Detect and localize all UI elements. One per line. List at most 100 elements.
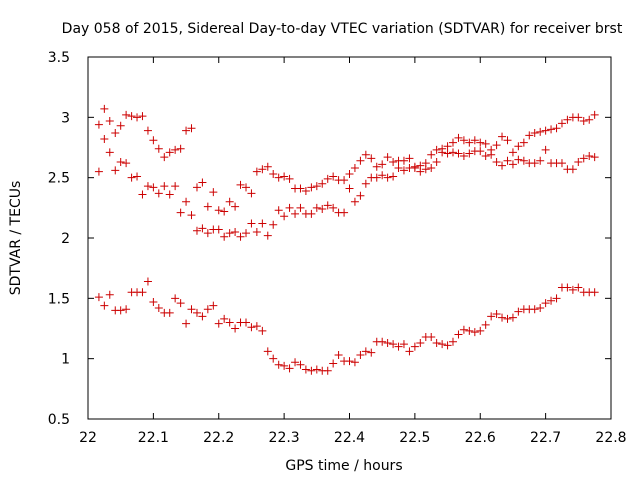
- data-point-series-1: [138, 288, 147, 297]
- data-point-series-2: [312, 182, 321, 191]
- data-point-series-1: [590, 288, 599, 297]
- data-point-series-2: [563, 115, 572, 124]
- data-point-series-2: [149, 136, 158, 145]
- data-point-series-2: [252, 167, 261, 176]
- data-point-series-3: [416, 167, 425, 176]
- data-point-series-3: [383, 173, 392, 182]
- data-point-series-3: [263, 231, 272, 240]
- data-point-series-1: [454, 330, 463, 339]
- data-point-series-1: [530, 305, 539, 314]
- data-point-series-1: [563, 283, 572, 292]
- data-point-series-1: [198, 312, 207, 321]
- data-point-series-2: [448, 138, 457, 147]
- data-point-series-2: [231, 202, 240, 211]
- data-point-series-3: [574, 157, 583, 166]
- data-point-series-1: [209, 301, 218, 310]
- data-point-series-1: [116, 306, 125, 315]
- data-point-series-1: [498, 313, 507, 322]
- data-point-series-1: [149, 297, 158, 306]
- y-tick-label: 3: [61, 110, 70, 126]
- data-point-series-2: [557, 119, 566, 128]
- data-point-series-2: [519, 138, 528, 147]
- data-point-series-1: [269, 354, 278, 363]
- data-point-series-3: [214, 225, 223, 234]
- data-point-series-2: [498, 132, 507, 141]
- data-point-series-1: [383, 338, 392, 347]
- data-point-series-1: [459, 325, 468, 334]
- chart-title: Day 058 of 2015, Sidereal Day-to-day VTE…: [62, 21, 623, 37]
- data-point-series-3: [530, 159, 539, 168]
- plot-frame: [87, 56, 612, 420]
- data-point-series-1: [307, 366, 316, 375]
- data-point-series-1: [367, 348, 376, 357]
- data-points: [94, 104, 599, 375]
- data-point-series-2: [367, 154, 376, 163]
- x-tick-label: 22.7: [530, 430, 561, 446]
- data-point-series-1: [514, 307, 523, 316]
- data-point-series-2: [432, 145, 441, 154]
- data-point-series-2: [503, 136, 512, 145]
- data-point-series-3: [116, 157, 125, 166]
- data-point-series-2: [443, 142, 452, 151]
- data-point-series-2: [143, 126, 152, 135]
- data-point-series-2: [247, 189, 256, 198]
- data-point-series-2: [530, 129, 539, 138]
- data-point-series-1: [465, 326, 474, 335]
- data-point-series-1: [247, 323, 256, 332]
- x-tick-label: 22: [79, 430, 97, 446]
- data-point-series-2: [552, 124, 561, 133]
- data-point-series-2: [203, 202, 212, 211]
- data-point-series-3: [285, 203, 294, 212]
- data-point-series-3: [247, 219, 256, 228]
- data-point-series-3: [312, 203, 321, 212]
- x-axis-label: GPS time / hours: [285, 458, 402, 474]
- data-point-series-1: [231, 324, 240, 333]
- data-point-series-3: [378, 171, 387, 180]
- data-point-series-2: [187, 124, 196, 133]
- data-point-series-2: [427, 150, 436, 159]
- data-point-series-2: [165, 148, 174, 157]
- data-point-series-2: [465, 138, 474, 147]
- data-point-series-1: [312, 365, 321, 374]
- data-point-series-3: [242, 229, 251, 238]
- y-tick-label: 2.5: [48, 171, 70, 187]
- data-point-series-3: [220, 232, 229, 241]
- data-point-series-1: [568, 285, 577, 294]
- data-point-series-2: [476, 138, 485, 147]
- data-point-series-1: [552, 294, 561, 303]
- data-point-series-3: [438, 148, 447, 157]
- data-point-series-1: [94, 293, 103, 302]
- x-tick-label: 22.3: [269, 430, 300, 446]
- data-point-series-1: [536, 303, 545, 312]
- axis-ticks: 22 22.1 22.2 22.3 22.4 22.5 22.6 22.7 22.80.511.…: [48, 50, 627, 446]
- data-point-series-3: [198, 224, 207, 233]
- data-point-series-2: [171, 145, 180, 154]
- data-point-series-2: [116, 121, 125, 130]
- data-point-series-2: [350, 164, 359, 173]
- data-point-series-3: [149, 183, 158, 192]
- data-point-series-3: [171, 182, 180, 191]
- data-point-series-2: [536, 127, 545, 136]
- data-point-series-3: [203, 229, 212, 238]
- data-point-series-2: [389, 157, 398, 166]
- data-point-series-3: [105, 148, 114, 157]
- y-tick-label: 0.5: [48, 412, 70, 428]
- x-tick-label: 22.5: [399, 430, 430, 446]
- data-point-series-2: [198, 178, 207, 187]
- data-point-series-3: [160, 182, 169, 191]
- data-point-series-3: [410, 164, 419, 173]
- data-point-series-3: [318, 205, 327, 214]
- data-point-series-2: [138, 112, 147, 121]
- data-point-series-3: [143, 182, 152, 191]
- data-point-series-2: [399, 156, 408, 165]
- data-point-series-2: [541, 126, 550, 135]
- data-point-series-1: [263, 347, 272, 356]
- data-point-series-3: [465, 149, 474, 158]
- data-point-series-1: [122, 305, 131, 314]
- data-point-series-3: [356, 191, 365, 200]
- data-point-series-1: [334, 351, 343, 360]
- data-point-series-2: [585, 115, 594, 124]
- data-point-series-3: [508, 160, 517, 169]
- data-point-series-2: [100, 104, 109, 113]
- data-point-series-2: [263, 162, 272, 171]
